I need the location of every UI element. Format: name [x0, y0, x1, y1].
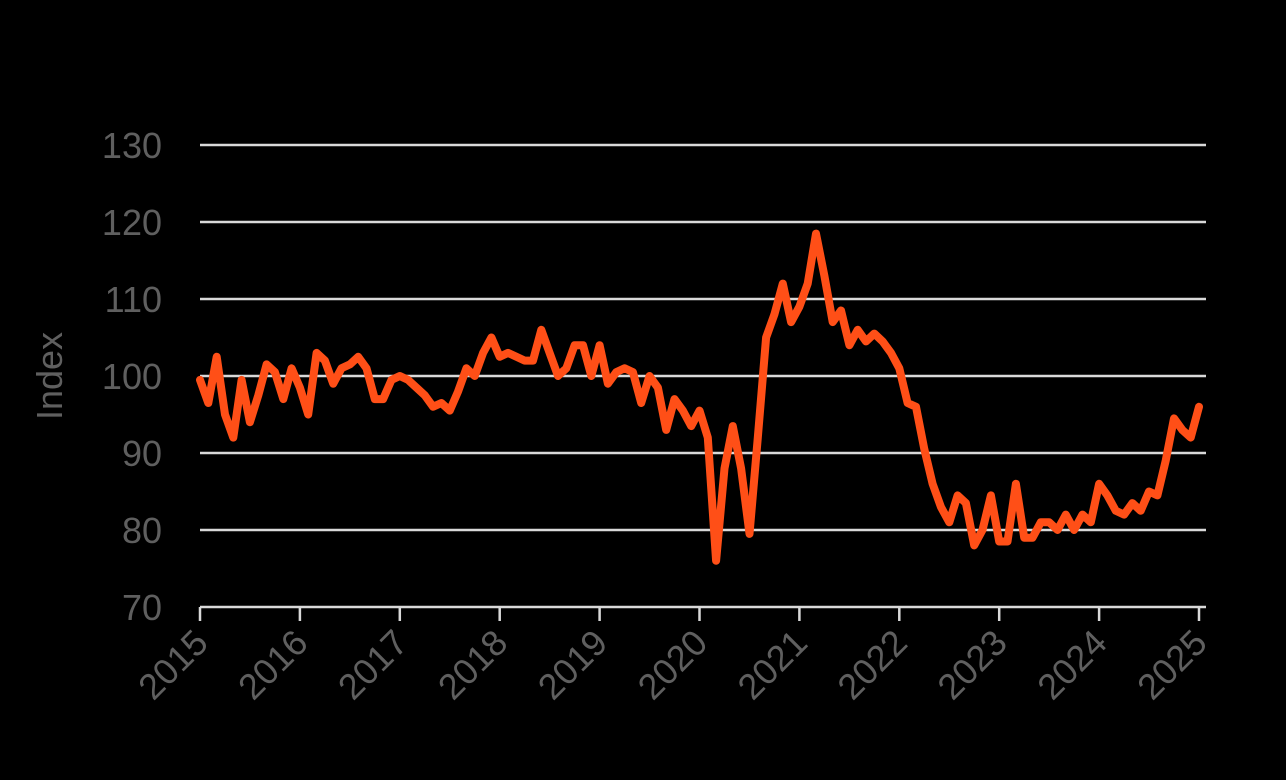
x-tick-label: 2022: [829, 622, 915, 708]
index-series-line: [196, 229, 1203, 565]
y-tick-label: 80: [122, 510, 162, 551]
gridlines: [200, 143, 1206, 532]
y-tick-label: 130: [102, 125, 162, 166]
y-tick-label: 70: [122, 587, 162, 628]
x-tick-label: 2024: [1029, 622, 1115, 708]
y-tick-label: 90: [122, 433, 162, 474]
y-axis-title: Index: [29, 332, 70, 420]
y-tick-label: 110: [105, 279, 162, 320]
y-tick-label: 100: [102, 356, 162, 397]
x-tick-label: 2019: [530, 622, 616, 708]
y-tick-label: 120: [102, 202, 162, 243]
x-tick-label: 2017: [330, 622, 416, 708]
x-tick-label: 2025: [1129, 622, 1215, 708]
y-axis-tick-labels: 70 80 90 100 110 120 130: [102, 125, 162, 628]
x-axis: [198, 605, 1206, 621]
x-axis-tick-labels: 2015 2016 2017 2018 2019 2020 2021 2022 2023 2024…: [130, 622, 1215, 708]
x-tick-label: 2021: [729, 622, 815, 708]
x-tick-label: 2023: [929, 622, 1015, 708]
x-tick-label: 2020: [630, 622, 716, 708]
x-tick-label: 2018: [430, 622, 516, 708]
x-tick-label: 2016: [230, 622, 316, 708]
x-tick-label: 2015: [130, 622, 216, 708]
